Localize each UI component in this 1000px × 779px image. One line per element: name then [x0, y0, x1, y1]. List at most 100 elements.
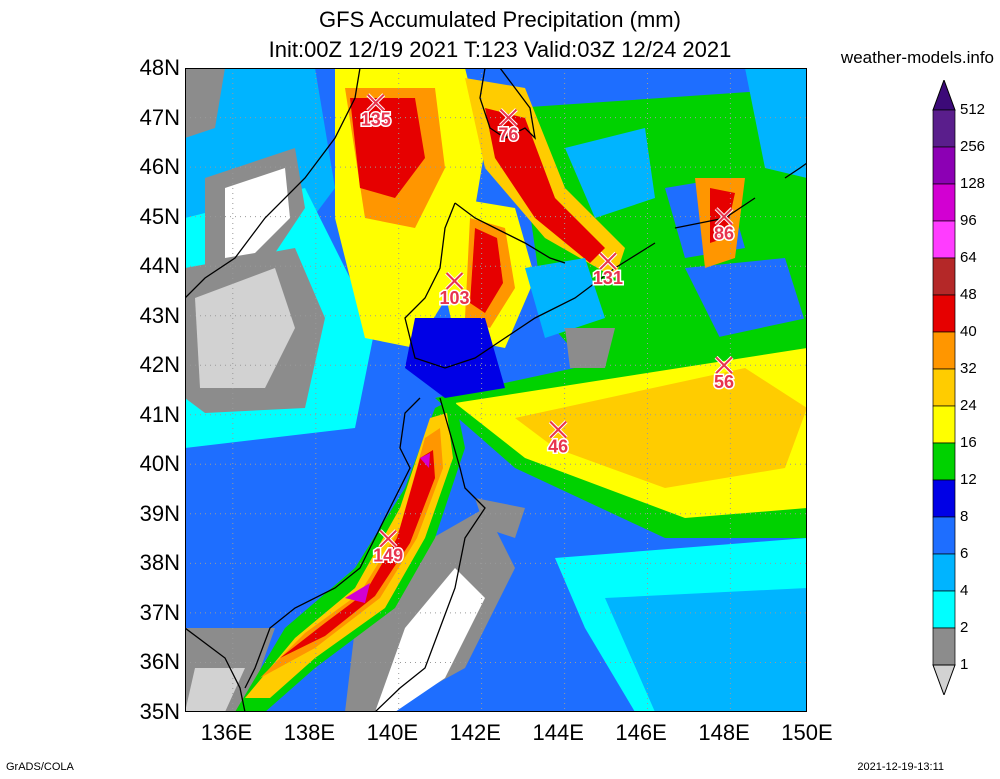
lon-tick-label: 142E [449, 720, 501, 745]
colorbar-label: 1 [960, 656, 969, 673]
precip-zone [565, 128, 655, 218]
precip-zone [350, 98, 425, 198]
colorbar-segment [932, 368, 956, 407]
lon-tick-label: 150E [781, 720, 833, 745]
colorbar-label: 128 [960, 175, 986, 192]
lat-tick-label: 35N [139, 699, 180, 724]
precip-max-value: 56 [714, 372, 734, 392]
colorbar-label: 512 [960, 101, 986, 118]
lat-tick-label: 41N [139, 401, 180, 427]
precip-max-marker: 103 [438, 271, 471, 310]
precip-zone [485, 108, 605, 263]
precip-zone [375, 568, 485, 712]
precip-zone [420, 453, 430, 468]
colorbar-segment [932, 590, 956, 629]
precip-zone [605, 588, 807, 712]
footer-right: 2021-12-19-13:11 [857, 761, 944, 773]
precip-zone [280, 450, 435, 658]
lat-tick-label: 48N [139, 55, 180, 80]
lat-tick-label: 38N [139, 550, 180, 576]
precip-max-value: 149 [373, 546, 403, 566]
map-subtitle: Init:00Z 12/19 2021 T:123 Valid:03Z 12/2… [268, 37, 732, 62]
lat-tick-label: 44N [139, 253, 180, 279]
lat-tick-label: 46N [139, 154, 180, 180]
colorbar-label: 96 [960, 212, 977, 229]
lat-tick-label: 47N [139, 104, 180, 130]
precip-zone [185, 668, 245, 712]
graticule [185, 68, 807, 712]
colorbar-label: 4 [960, 582, 969, 599]
precip-zone [515, 368, 807, 488]
precip-max-marker: 46 [547, 420, 570, 458]
colorbar-segment [932, 331, 956, 370]
colorbar-label: 256 [960, 138, 986, 155]
precip-max-value: 131 [593, 268, 623, 288]
lat-tick-label: 42N [139, 352, 180, 378]
colorbar-segment [932, 405, 956, 444]
colorbar-top-arrow [932, 80, 956, 111]
footer-left: GrADS/COLA [6, 761, 74, 773]
lon-tick-label: 148E [698, 720, 750, 745]
precip-max-marker: 149 [372, 529, 405, 567]
precipitation-map: 135 76 86 103 131 56 46 149 [185, 68, 807, 712]
site-label: weather-models.info [840, 48, 994, 67]
colorbar-label: 8 [960, 508, 969, 525]
precip-max-marker: 135 [359, 93, 392, 131]
lat-tick-label: 39N [139, 500, 180, 526]
colorbar-segment [932, 553, 956, 592]
precip-zone [225, 168, 290, 258]
map-frame [185, 68, 807, 712]
lat-tick-label: 40N [139, 451, 180, 477]
lat-tick-label: 43N [139, 302, 180, 328]
map-title: GFS Accumulated Precipitation (mm) [319, 7, 681, 32]
colorbar-segment [932, 220, 956, 259]
lon-tick-label: 138E [283, 720, 336, 745]
colorbar-label: 40 [960, 323, 977, 340]
precip-zone [470, 228, 503, 313]
precip-max-value: 135 [361, 110, 391, 130]
colorbar-segment [932, 183, 956, 222]
precip-max-marker: 76 [497, 108, 520, 146]
colorbar-label: 64 [960, 249, 977, 266]
precip-zone [745, 68, 807, 178]
precip-zone [475, 498, 525, 538]
precip-zone [235, 398, 465, 712]
precip-max-marker: 86 [713, 207, 736, 245]
colorbar-segment [932, 627, 956, 666]
precip-zone [260, 428, 443, 678]
lon-tick-label: 140E [366, 720, 419, 745]
lon-tick-label: 136E [200, 720, 253, 745]
lat-tick-label: 45N [139, 203, 180, 229]
coastlines [185, 68, 807, 712]
precip-max-value: 103 [440, 288, 470, 308]
precip-max-marker: 56 [713, 355, 736, 394]
colorbar-segment [932, 516, 956, 555]
precip-zone [195, 268, 295, 388]
colorbar-label: 16 [960, 434, 977, 451]
precip-max-value: 46 [548, 437, 568, 457]
colorbar-bottom-arrow [932, 664, 956, 695]
colorbar-segment [932, 146, 956, 185]
lon-tick-label: 144E [532, 720, 584, 745]
colorbar-label: 24 [960, 397, 977, 414]
colorbar-segment [932, 109, 956, 148]
colorbar-segment [932, 257, 956, 296]
colorbar-label: 32 [960, 360, 977, 377]
colorbar-segment [932, 442, 956, 481]
colorbar-label: 6 [960, 545, 969, 562]
colorbar-segment [932, 479, 956, 518]
lat-tick-label: 37N [139, 599, 180, 625]
lon-tick-label: 146E [615, 720, 667, 745]
lat-tick-label: 36N [139, 649, 180, 675]
colorbar [932, 80, 956, 695]
colorbar-label: 2 [960, 619, 969, 636]
precip-zone [405, 318, 505, 398]
precip-max-value: 76 [498, 125, 518, 145]
precip-max-value: 86 [714, 224, 734, 244]
precip-zone [345, 583, 370, 603]
precip-zone [565, 328, 615, 368]
colorbar-label: 48 [960, 286, 977, 303]
precip-zone [185, 68, 225, 138]
colorbar-label: 12 [960, 471, 977, 488]
colorbar-segment [932, 294, 956, 333]
